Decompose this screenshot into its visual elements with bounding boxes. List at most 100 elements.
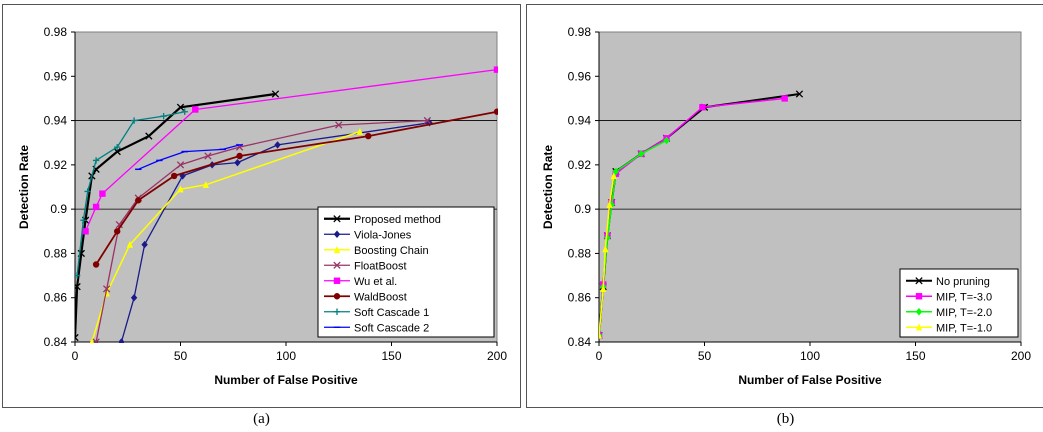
legend-item-mip-t-2-0: MIP, T=-2.0 (906, 307, 992, 319)
data-point-soft-cascade-1 (130, 117, 138, 124)
legend-marker (333, 246, 341, 253)
legend-item-floatboost: FloatBoost (324, 260, 407, 272)
data-point-waldboost (365, 132, 372, 140)
legend-item-proposed-method: Proposed method (324, 214, 441, 226)
legend-marker (333, 308, 341, 315)
x-tick-label: 50 (174, 349, 188, 363)
y-tick-label: 0.92 (568, 158, 592, 172)
y-tick-label: 0.9 (574, 202, 591, 216)
legend-label: Viola-Jones (354, 229, 412, 241)
data-point-mip-t-1-0 (610, 172, 617, 180)
data-point-proposed-method (145, 132, 153, 140)
panel-a-chart: 0.84 0.86 0.88 0.9 0.92 0.94 0.96 0.98 0 50 100 150… (17, 25, 507, 387)
panel-a-caption: (a) (253, 411, 270, 427)
legend-label: Soft Cascade 1 (354, 307, 429, 319)
legend-label: WaldBoost (354, 291, 407, 303)
data-point-boosting-chain (202, 181, 210, 188)
y-tick-label: 0.96 (568, 69, 592, 83)
legend-label: MIP, T=-2.0 (936, 307, 992, 319)
y-tick-label: 0.92 (44, 158, 68, 172)
data-point-floatboost (115, 220, 123, 229)
data-point-floatboost (92, 338, 100, 343)
legend-marker (333, 277, 341, 284)
data-point-wu-et-al (192, 106, 199, 113)
y-axis-label: Detection Rate (17, 145, 31, 229)
data-point-soft-cascade-1 (181, 108, 188, 115)
x-tick-label: 200 (1011, 349, 1031, 363)
panel-b-chart: 0.84 0.86 0.88 0.9 0.92 0.94 0.96 0.98 0 50 100 150… (541, 25, 1031, 387)
x-tick-label: 0 (72, 349, 79, 363)
legend-marker (915, 308, 923, 316)
panel-a-frame: 0.84 0.86 0.88 0.9 0.92 0.94 0.96 0.98 0 50 100 150… (2, 4, 521, 408)
data-point-proposed-method (75, 282, 81, 291)
data-point-soft-cascade-1 (75, 272, 81, 279)
legend-item-wu-et-al: Wu et al. (324, 276, 397, 288)
x-axis-label: Number of False Positive (738, 373, 882, 387)
legend-item-waldboost: WaldBoost (324, 291, 407, 303)
legend-marker (915, 323, 923, 331)
data-point-viola-jones (274, 141, 281, 149)
data-point-waldboost (493, 108, 498, 115)
legend-marker (333, 230, 341, 238)
data-point-soft-cascade-1 (92, 157, 100, 164)
series-line-viola-jones (120, 122, 430, 343)
legend-label: Soft Cascade 2 (354, 322, 429, 334)
series-line-soft-cascade-1 (76, 111, 185, 276)
data-point-mip-t-2-0 (663, 136, 670, 145)
data-point-mip-t-1-0 (602, 245, 609, 253)
legend: No pruning MIP, T=-3.0 MIP, T=-2.0 MIP, T=-… (899, 268, 1019, 338)
series-waldboost (92, 108, 498, 268)
legend-item-mip-t-1-0: MIP, T=-1.0 (906, 322, 992, 334)
data-point-wu-et-al (493, 66, 498, 73)
x-tick-label: 150 (381, 349, 401, 363)
data-point-mip-t-1-0 (600, 285, 607, 293)
data-point-waldboost (92, 261, 100, 268)
data-point-floatboost (102, 285, 111, 293)
data-point-wu-et-al (92, 203, 100, 211)
legend-item-mip-t-3-0: MIP, T=-3.0 (906, 291, 992, 303)
data-point-mip-t-1-0 (599, 331, 603, 339)
data-point-floatboost (204, 152, 212, 160)
series-floatboost (92, 116, 432, 343)
y-tick-label: 0.88 (44, 246, 68, 260)
data-point-soft-cascade-1 (160, 112, 167, 120)
data-point-soft-cascade-1 (84, 188, 91, 195)
data-point-proposed-method (176, 103, 185, 111)
data-point-proposed-method (75, 333, 79, 342)
legend-item-no-pruning: No pruning (906, 276, 990, 288)
y-tick-label: 0.88 (568, 246, 592, 260)
series-soft-cascade-2 (135, 144, 243, 171)
legend-label: No pruning (936, 276, 990, 288)
data-point-boosting-chain (177, 185, 184, 193)
legend-item-soft-cascade-2: Soft Cascade 2 (324, 322, 429, 334)
data-point-mip-t-3-0 (699, 104, 706, 111)
legend-marker (915, 293, 923, 300)
data-point-no-pruning (795, 90, 804, 98)
legend-label: Wu et al. (354, 276, 397, 288)
y-tick-label: 0.86 (568, 291, 592, 305)
data-point-soft-cascade-1 (80, 217, 87, 224)
legend-label: Boosting Chain (354, 245, 429, 257)
data-point-floatboost (423, 116, 432, 125)
series-mip-t-1-0 (599, 172, 617, 339)
legend-marker (333, 261, 341, 269)
data-point-boosting-chain (356, 127, 364, 135)
x-axis-label: Number of False Positive (214, 373, 358, 387)
legend-item-soft-cascade-1: Soft Cascade 1 (324, 307, 429, 319)
data-point-waldboost (236, 152, 243, 160)
legend-marker (915, 277, 923, 285)
y-tick-label: 0.98 (44, 25, 68, 39)
x-tick-label: 100 (276, 349, 296, 363)
data-point-boosting-chain (89, 338, 95, 343)
data-point-mip-t-3-0 (781, 95, 788, 102)
data-point-viola-jones (118, 338, 125, 343)
y-tick-label: 0.86 (44, 291, 68, 305)
series-line-proposed-method (75, 92, 276, 338)
data-point-wu-et-al (99, 190, 106, 197)
legend-label: MIP, T=-3.0 (936, 291, 992, 303)
panel-b-frame: 0.84 0.86 0.88 0.9 0.92 0.94 0.96 0.98 0 50 100 150… (526, 4, 1043, 408)
data-point-proposed-method (113, 147, 121, 156)
x-tick-label: 150 (905, 349, 925, 363)
x-tick-label: 0 (596, 349, 603, 363)
